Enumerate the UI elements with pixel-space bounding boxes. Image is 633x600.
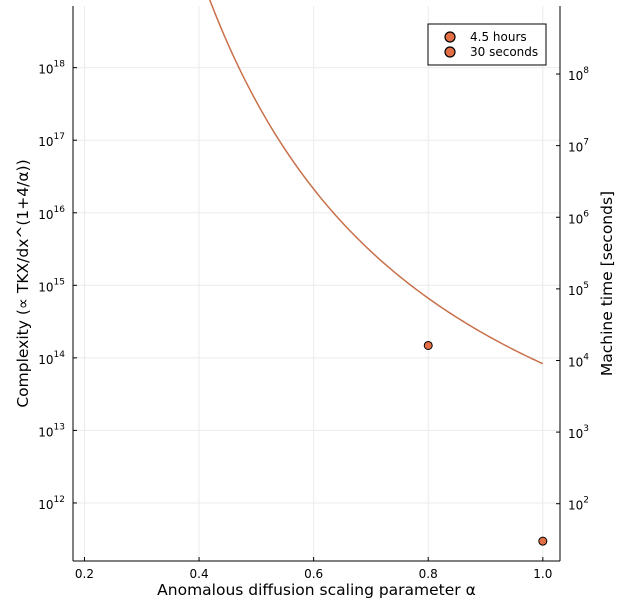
right-y-tick-label: 107 (568, 138, 589, 155)
right-y-axis-title: Machine time [seconds] (598, 191, 616, 376)
left-y-tick-label: 1013 (38, 422, 65, 439)
left-y-axis-title: Complexity (∝ TKX/dx^(1+4/α)) (14, 159, 32, 407)
plot-area (209, 0, 548, 546)
complexity-line (209, 0, 544, 365)
left-y-tick-label: 1018 (38, 60, 65, 77)
axes (72, 6, 561, 562)
x-tick-label: 1.0 (533, 567, 552, 581)
left-y-tick-label: 1012 (38, 495, 65, 512)
legend-label: 30 seconds (470, 45, 538, 59)
scatter-point (538, 536, 548, 546)
x-tick-label: 0.8 (419, 567, 438, 581)
right-y-tick-label: 102 (568, 496, 589, 513)
scatter-point (423, 340, 433, 350)
right-y-tick-label: 108 (568, 66, 589, 83)
right-y-tick-label: 103 (568, 424, 589, 441)
x-tick-label: 0.4 (190, 567, 209, 581)
left-y-tick-label: 1017 (38, 132, 65, 149)
grid (73, 6, 560, 561)
left-y-tick-label: 1016 (38, 205, 65, 222)
left-y-tick-label: 1015 (38, 277, 65, 294)
right-y-tick-label: 106 (568, 209, 589, 226)
legend-label: 4.5 hours (470, 30, 527, 44)
right-y-tick-label: 104 (568, 352, 589, 369)
x-tick-label: 0.2 (75, 567, 94, 581)
left-y-tick-label: 1014 (38, 350, 65, 367)
x-axis-title: Anomalous diffusion scaling parameter α (157, 581, 476, 599)
x-tick-label: 0.6 (304, 567, 323, 581)
legend-box (427, 23, 547, 66)
right-y-tick-label: 105 (568, 281, 589, 298)
legend-marker (444, 31, 456, 43)
axis-labels: 0.2 0.4 0.6 0.8 1.0 1012 1013 1014 1015 1016 1017 1… (14, 60, 616, 599)
legend-marker (444, 46, 456, 58)
